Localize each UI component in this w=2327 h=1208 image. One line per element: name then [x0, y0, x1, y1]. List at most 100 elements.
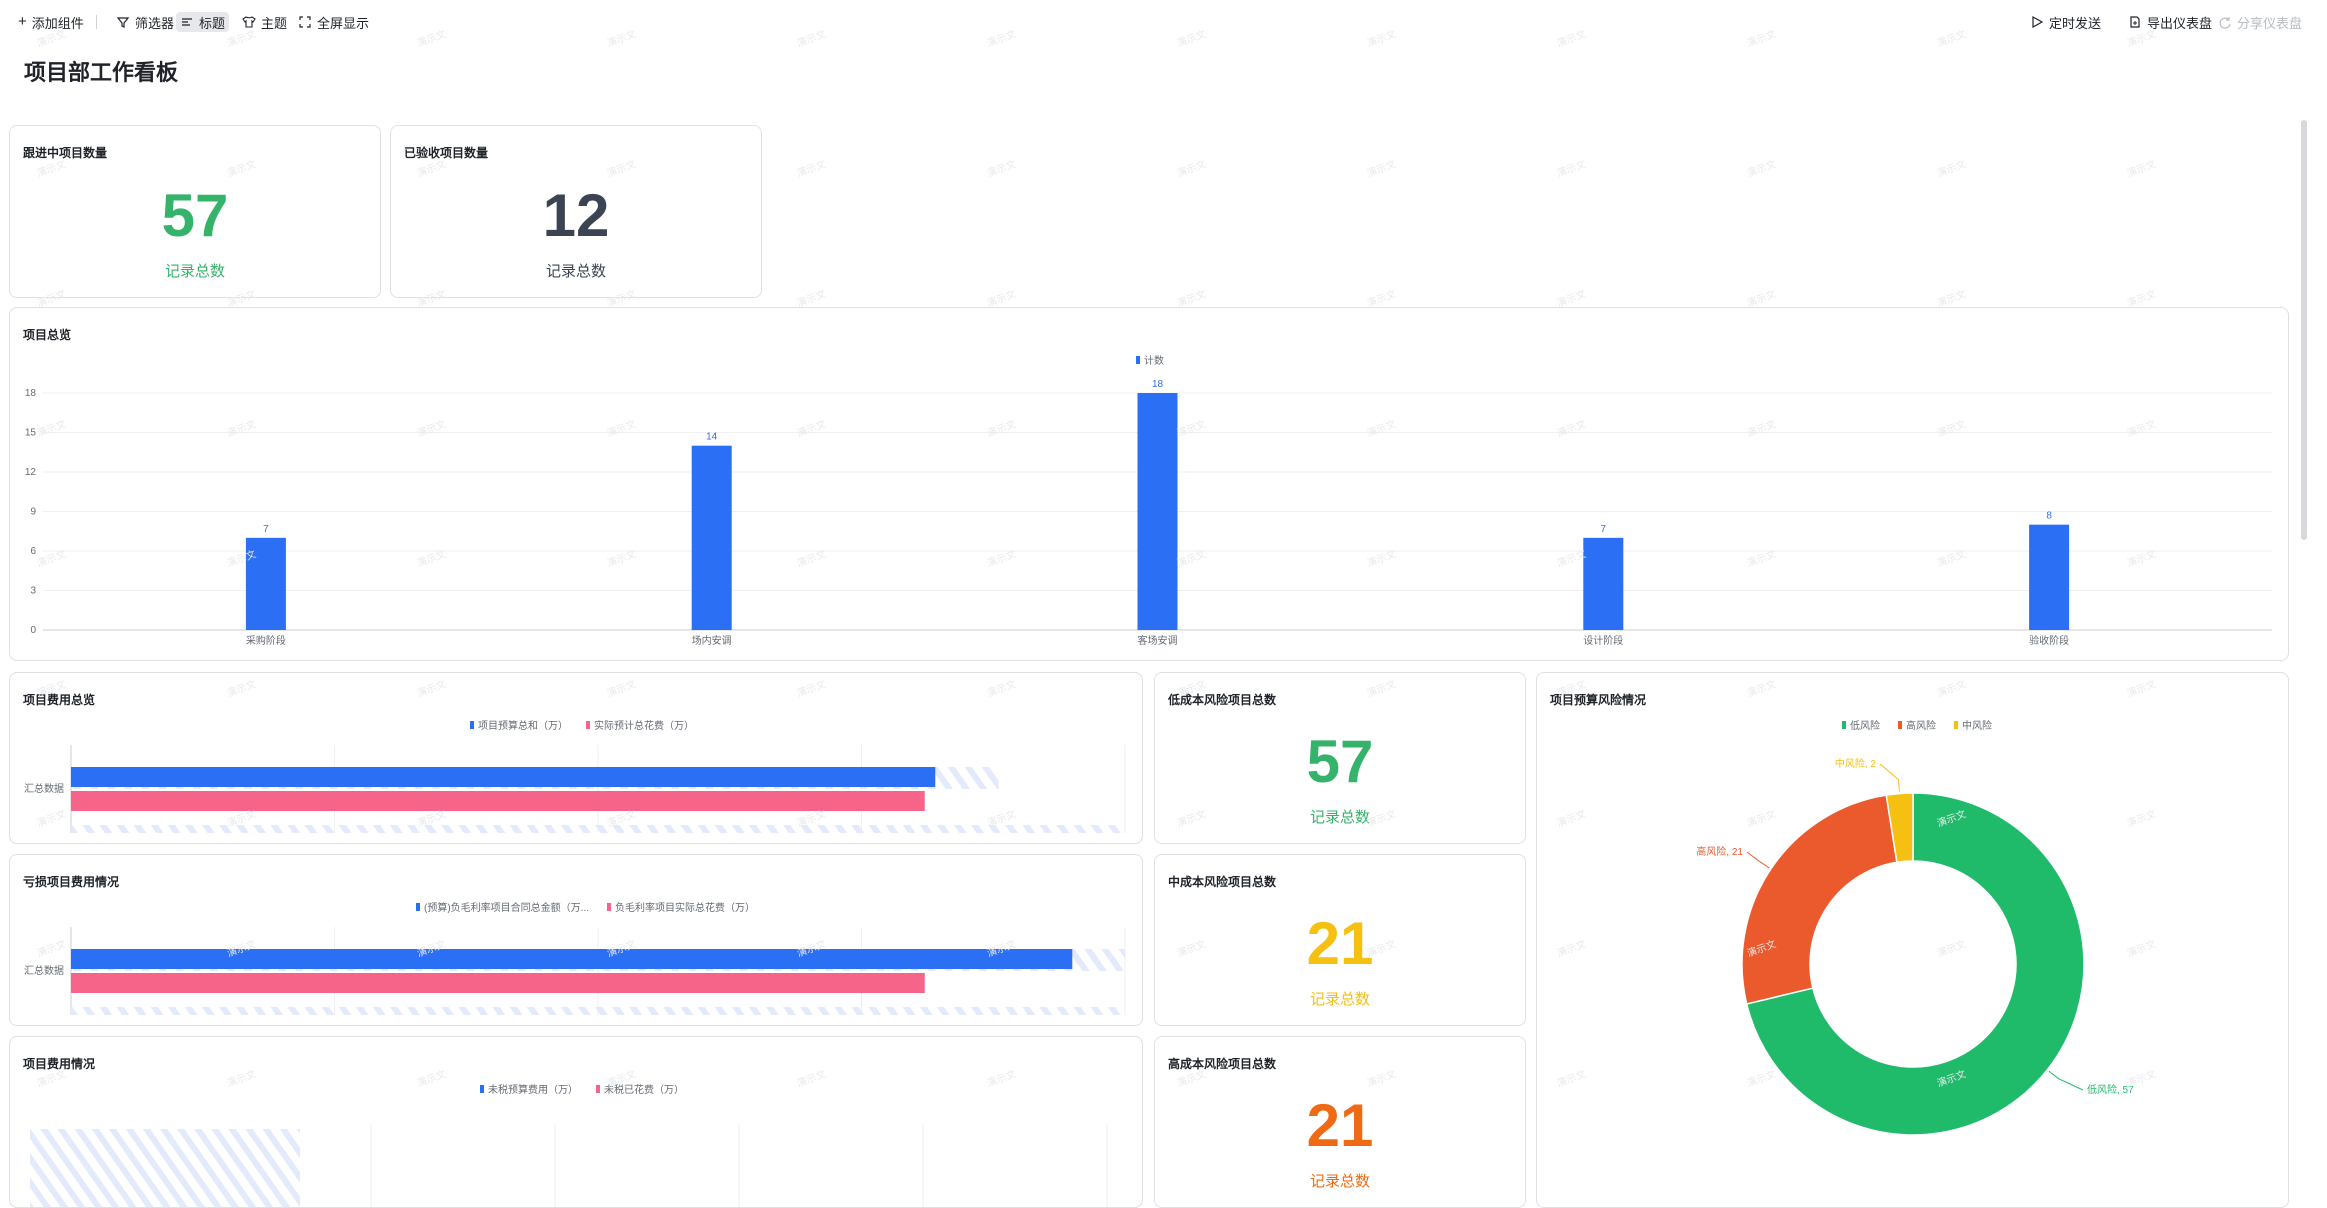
y-tick-label: 12 — [25, 467, 37, 478]
title-label: 标题 — [199, 15, 226, 31]
export-dashboard-button[interactable]: 导出仪表盘 — [2124, 12, 2216, 32]
kpi-subtitle: 记录总数 — [164, 263, 225, 280]
bar-value-label: 18 — [1152, 379, 1164, 390]
legend-swatch — [1954, 720, 1958, 729]
y-tick-label: 15 — [25, 428, 37, 439]
legend-swatch — [607, 902, 611, 911]
legend-label: 实际预计总花费（万） — [594, 721, 694, 732]
chart-card-budget-risk: 项目预算风险情况 低风险 高风险 中风险 低风险, 57 高风险, 21 中风险, … — [1536, 672, 2289, 1208]
watermark-text: 演示文 — [1745, 159, 1778, 180]
x-tick-label: 场内安调 — [692, 634, 732, 647]
card-title: 项目总览 — [23, 328, 72, 342]
kpi-card-mid-cost-risk: 中成本风险项目总数 21 记录总数 — [1154, 854, 1526, 1026]
donut-slice[interactable] — [1745, 792, 2085, 1136]
legend-item[interactable]: 项目预算总和（万） — [470, 717, 568, 732]
chart-card-overview: 项目总览 计数 0 3 6 9 12 15 18 7 采购阶段 14 场内安调 18 客场安调 7 设计阶段… — [9, 307, 2289, 661]
filter-button[interactable]: 筛选器 — [112, 12, 178, 32]
bar-value-label: 7 — [263, 524, 269, 535]
y-tick-label: 汇总数据 — [24, 964, 64, 977]
legend-swatch — [1842, 720, 1846, 729]
shirt-icon — [242, 16, 256, 28]
legend-item[interactable]: 计数 — [1136, 352, 1164, 367]
legend-swatch — [596, 1084, 600, 1093]
chart-card-loss-cost: 亏损项目费用情况 (预算)负毛利率项目合同总金额（万... 负毛利率项目实际总花… — [9, 854, 1143, 1026]
y-tick-label: 汇总数据 — [24, 782, 64, 795]
bar[interactable] — [1583, 537, 1624, 630]
loading-placeholder — [71, 1007, 1125, 1015]
kpi-subtitle: 记录总数 — [1309, 991, 1370, 1008]
y-tick-label: 3 — [30, 586, 36, 597]
bar[interactable] — [245, 537, 286, 630]
kpi-value: 57 — [1306, 728, 1374, 795]
kpi-value: 21 — [1306, 910, 1374, 977]
chart-legend: 低风险 高风险 中风险 — [1842, 717, 1992, 732]
watermark-text: 演示文 — [985, 159, 1018, 180]
bar[interactable] — [1137, 393, 1178, 630]
cost-overview-chart-svg: 汇总数据 — [24, 745, 1126, 833]
donut-slice[interactable] — [1885, 792, 1914, 864]
theme-button[interactable]: 主题 — [238, 12, 291, 32]
slice-label: 中风险, 2 — [1835, 757, 1877, 770]
x-tick-label: 客场安调 — [1138, 634, 1178, 647]
toolbar-divider — [96, 15, 97, 29]
legend-item[interactable]: 未税已花费（万） — [596, 1081, 684, 1096]
chart-card-cost-overview: 项目费用总览 项目预算总和（万） 实际预计总花费（万） 汇总数据 — [9, 672, 1143, 844]
fullscreen-label: 全屏显示 — [317, 15, 370, 31]
bar[interactable] — [691, 445, 732, 630]
filter-icon — [116, 17, 130, 28]
legend-swatch — [480, 1084, 484, 1093]
kpi-card-following: 跟进中项目数量 57 记录总数 — [9, 125, 381, 298]
bar-series-2[interactable] — [71, 791, 925, 811]
card-title: 高成本风险项目总数 — [1168, 1057, 1277, 1071]
legend-label: 高风险 — [1906, 721, 1936, 732]
share-dashboard-button[interactable]: 分享仪表盘 — [2214, 12, 2306, 32]
legend-item[interactable]: 负毛利率项目实际总花费（万） — [607, 899, 755, 914]
toolbar: + 添加组件 筛选器 标题 主题 全屏显示 定时发送 导出仪表盘 分享仪表盘 — [0, 0, 2327, 42]
legend-item[interactable]: 高风险 — [1898, 717, 1936, 732]
fullscreen-icon — [299, 16, 311, 28]
title-icon — [182, 18, 192, 26]
fullscreen-button[interactable]: 全屏显示 — [294, 12, 373, 32]
bar-series-1[interactable] — [71, 767, 936, 787]
schedule-send-button[interactable]: 定时发送 — [2026, 12, 2105, 32]
add-component-button[interactable]: + 添加组件 — [14, 12, 88, 32]
loss-cost-chart-svg: 汇总数据 — [24, 927, 1126, 1015]
legend-label: 计数 — [1144, 356, 1164, 367]
watermark-text: 演示文 — [1555, 159, 1588, 180]
loading-placeholder — [71, 825, 1125, 833]
export-dashboard-label: 导出仪表盘 — [2147, 15, 2213, 31]
watermark-text: 演示文 — [1175, 159, 1208, 180]
send-icon — [2032, 15, 2044, 29]
x-tick-label: 验收阶段 — [2029, 634, 2069, 647]
title-button[interactable]: 标题 — [176, 12, 230, 32]
legend-swatch — [416, 902, 420, 911]
card-title: 中成本风险项目总数 — [1168, 875, 1277, 889]
legend-label: 未税预算费用（万） — [488, 1085, 578, 1096]
legend-item[interactable]: 未税预算费用（万） — [480, 1081, 578, 1096]
kpi-subtitle: 记录总数 — [1309, 809, 1370, 826]
slice-label-leader — [1746, 851, 1770, 869]
kpi-subtitle: 记录总数 — [545, 263, 606, 280]
add-component-label: 添加组件 — [31, 15, 84, 31]
card-title: 已验收项目数量 — [404, 146, 489, 160]
schedule-send-label: 定时发送 — [2049, 15, 2102, 31]
donut-slice[interactable] — [1741, 794, 1898, 1005]
legend-item[interactable]: 低风险 — [1842, 717, 1880, 732]
vertical-scrollbar[interactable] — [2301, 120, 2307, 540]
legend-item[interactable]: 中风险 — [1954, 717, 1992, 732]
bar[interactable] — [2029, 524, 2070, 630]
legend-swatch — [586, 720, 590, 729]
bar-series-1[interactable] — [71, 949, 1073, 969]
kpi-value: 57 — [161, 182, 229, 249]
legend-item[interactable]: (预算)负毛利率项目合同总金额（万... — [416, 899, 589, 914]
bar-value-label: 8 — [2046, 511, 2052, 522]
loading-placeholder — [30, 1129, 300, 1207]
y-tick-label: 6 — [30, 546, 36, 557]
legend-swatch — [1898, 720, 1902, 729]
legend-item[interactable]: 实际预计总花费（万） — [586, 717, 694, 732]
card-title: 项目预算风险情况 — [1550, 693, 1647, 707]
legend-label: 低风险 — [1850, 721, 1880, 732]
bar-series-2[interactable] — [71, 973, 925, 993]
filter-label: 筛选器 — [135, 15, 175, 31]
card-title: 跟进中项目数量 — [23, 146, 108, 160]
